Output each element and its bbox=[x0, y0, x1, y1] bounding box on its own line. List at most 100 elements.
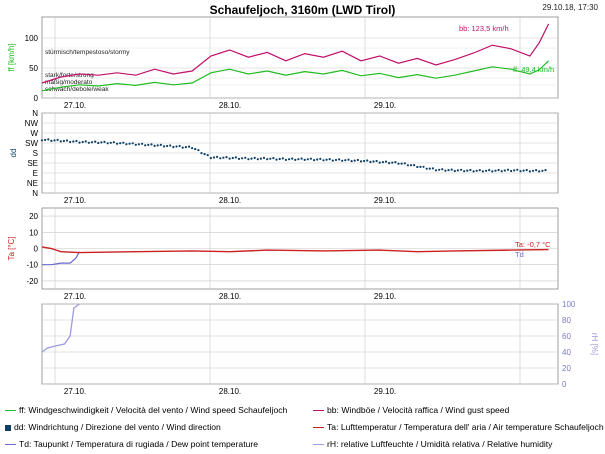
direction-point bbox=[425, 167, 428, 170]
humidity-ytick-label: 100 bbox=[562, 300, 576, 309]
direction-point bbox=[191, 147, 194, 150]
direction-point bbox=[122, 141, 125, 144]
direction-point bbox=[253, 156, 256, 159]
temperature-ytick-label: -20 bbox=[26, 277, 38, 286]
wind-xtick-label: 27.10. bbox=[64, 101, 86, 110]
direction-point bbox=[325, 158, 328, 161]
direction-point bbox=[69, 140, 72, 144]
direction-point bbox=[197, 149, 200, 152]
direction-point bbox=[541, 169, 544, 172]
wind-panel-frame bbox=[41, 16, 559, 99]
direction-point bbox=[125, 143, 128, 146]
wind-band-label: stürmisch/tempestoso/stormy bbox=[45, 49, 130, 56]
humidity-ytick-label: 80 bbox=[562, 316, 571, 325]
direction-point bbox=[203, 153, 206, 156]
direction-point bbox=[144, 144, 147, 147]
direction-point bbox=[97, 141, 100, 145]
direction-point bbox=[231, 156, 234, 160]
direction-point bbox=[169, 144, 172, 147]
direction-point bbox=[522, 169, 525, 172]
direction-point bbox=[162, 145, 166, 148]
direction-point bbox=[75, 139, 78, 143]
temperature-ytick-label: -10 bbox=[26, 261, 38, 270]
legend-swatch bbox=[5, 424, 11, 431]
direction-point bbox=[388, 162, 391, 165]
wind-band-label: schwach/debole/weak bbox=[45, 86, 109, 93]
direction-point bbox=[175, 145, 178, 148]
direction-xtick-label: 29.10. bbox=[374, 196, 396, 205]
direction-point bbox=[506, 168, 510, 171]
direction-point bbox=[510, 169, 513, 173]
direction-point bbox=[297, 158, 300, 161]
legend-item-dew-point: Td: Taupunkt / Temperatura di rugiada / … bbox=[5, 439, 258, 449]
direction-point bbox=[50, 139, 53, 142]
direction-point bbox=[384, 160, 388, 163]
direction-point bbox=[528, 170, 532, 173]
humidity-ytick-label: 40 bbox=[562, 348, 571, 357]
direction-point bbox=[344, 159, 347, 162]
direction-point bbox=[463, 170, 466, 173]
direction-point bbox=[244, 156, 247, 159]
direction-point bbox=[306, 158, 309, 161]
direction-ytick-label: NW bbox=[25, 119, 39, 128]
direction-point bbox=[212, 156, 216, 159]
direction-point bbox=[194, 148, 197, 151]
temperature-ytick-label: 10 bbox=[29, 228, 38, 237]
direction-ytick-label: E bbox=[33, 169, 38, 178]
direction-point bbox=[378, 161, 381, 164]
direction-point bbox=[356, 158, 359, 162]
legend-item-wind-gust: bb: Windböe / Velocità raffica / Wind gu… bbox=[313, 405, 509, 415]
legend-label: bb: Windböe / Velocità raffica / Wind gu… bbox=[327, 405, 510, 415]
direction-point bbox=[319, 157, 322, 160]
direction-point bbox=[478, 169, 481, 172]
direction-point bbox=[406, 164, 409, 167]
humidity-xtick-label: 27.10. bbox=[64, 387, 86, 396]
legend-swatch bbox=[5, 444, 16, 446]
direction-point bbox=[488, 169, 491, 172]
direction-point bbox=[366, 159, 369, 162]
legend-label: rH: relative Luftfeuchte / Umidità relat… bbox=[327, 439, 553, 449]
direction-point bbox=[400, 162, 403, 165]
direction-point bbox=[234, 156, 237, 159]
direction-point bbox=[278, 157, 281, 161]
humidity-axis-label: rH [%] bbox=[590, 333, 599, 355]
direction-ytick-label: N bbox=[32, 109, 38, 118]
direction-point bbox=[303, 158, 306, 161]
temperature-xtick-label: 29.10. bbox=[374, 292, 396, 301]
legend-item-rel-humidity: rH: relative Luftfeuchte / Umidità relat… bbox=[313, 439, 552, 449]
direction-point bbox=[328, 158, 331, 161]
direction-point bbox=[497, 168, 500, 172]
direction-point bbox=[100, 141, 103, 144]
speed-end-label: ff: 49,4 km/h bbox=[513, 65, 554, 74]
direction-point bbox=[431, 167, 434, 170]
direction-point bbox=[103, 140, 106, 143]
direction-point bbox=[225, 156, 228, 159]
direction-point bbox=[216, 155, 219, 158]
legend-swatch bbox=[313, 410, 324, 412]
direction-xtick-label: 28.10. bbox=[219, 196, 241, 205]
direction-ytick-label: SE bbox=[27, 159, 38, 168]
direction-point bbox=[153, 144, 156, 147]
direction-point bbox=[422, 165, 425, 168]
direction-point bbox=[294, 158, 297, 161]
direction-ytick-label: SW bbox=[25, 139, 38, 148]
direction-point bbox=[172, 145, 175, 149]
direction-point bbox=[413, 164, 416, 167]
direction-point bbox=[481, 170, 484, 173]
humidity-xtick-label: 28.10. bbox=[219, 387, 241, 396]
direction-point bbox=[262, 156, 266, 159]
direction-point bbox=[131, 142, 134, 145]
direction-point bbox=[403, 162, 406, 165]
temperature-ytick-label: 20 bbox=[29, 212, 38, 221]
direction-point bbox=[516, 168, 519, 171]
direction-point bbox=[353, 159, 356, 162]
legend-item-wind-speed: ff: Windgeschwindigkeit / Velocità del v… bbox=[5, 405, 287, 415]
direction-point bbox=[460, 168, 463, 171]
direction-point bbox=[90, 141, 94, 144]
direction-point bbox=[150, 143, 153, 146]
direction-point bbox=[544, 169, 547, 172]
temperature-ytick-label: 0 bbox=[34, 245, 39, 254]
direction-point bbox=[485, 169, 488, 172]
direction-point bbox=[128, 142, 131, 145]
direction-point bbox=[503, 169, 506, 172]
